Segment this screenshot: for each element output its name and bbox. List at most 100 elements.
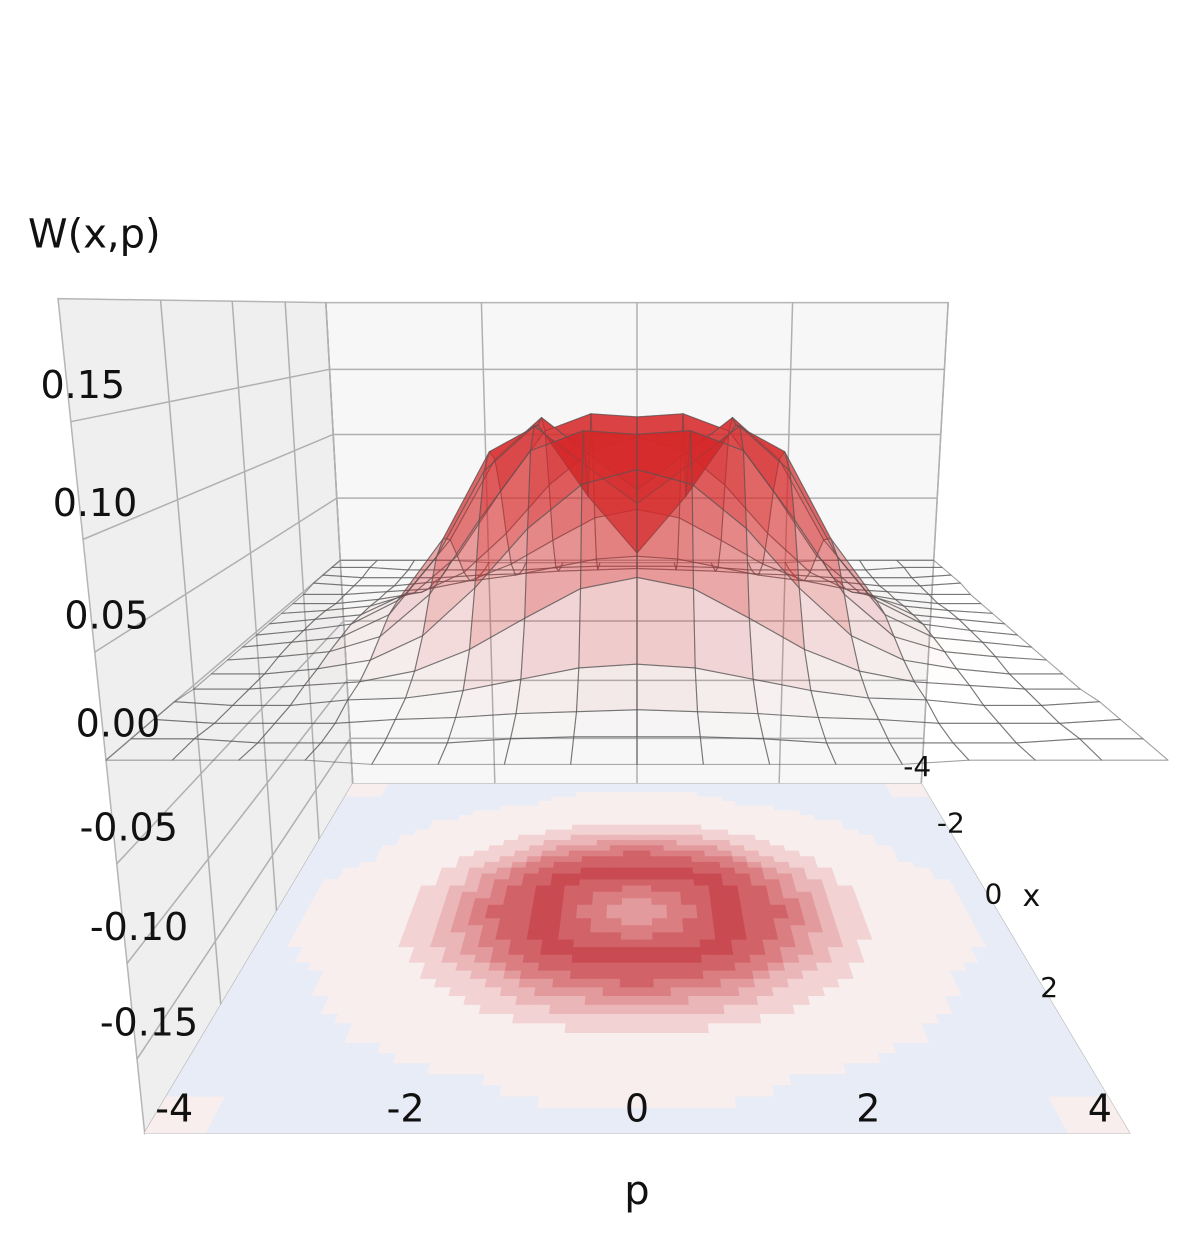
contour-cell (501, 1074, 523, 1086)
contour-cell (507, 879, 524, 887)
contour-cell (624, 787, 638, 793)
contour-cell (486, 1052, 508, 1065)
contour-cell (770, 796, 785, 802)
contour-cell (663, 839, 678, 846)
contour-cell (620, 939, 638, 948)
contour-cell (766, 962, 786, 972)
contour-cell (549, 801, 564, 807)
contour-cell (715, 1096, 737, 1109)
contour-cell (620, 932, 638, 941)
contour-cell (513, 1120, 537, 1134)
contour-cell (769, 792, 784, 798)
contour-cell (815, 962, 836, 972)
contour-cell (840, 891, 858, 899)
contour-cell (737, 814, 753, 821)
contour-cell (552, 787, 566, 793)
contour-cell (457, 783, 472, 789)
contour-cell (795, 839, 812, 846)
contour-cell (852, 885, 870, 893)
contour-cell (636, 861, 652, 869)
contour-cell (663, 845, 678, 852)
contour-cell (505, 829, 521, 836)
contour-cell (387, 829, 404, 836)
contour-cell (470, 814, 486, 821)
contour-cell (725, 819, 741, 826)
contour-cell (501, 978, 521, 988)
contour-cell (838, 932, 858, 941)
contour-cell (786, 1063, 809, 1075)
contour-cell (394, 814, 411, 821)
contour-cell (766, 829, 782, 836)
contour-cell (685, 962, 704, 972)
contour-cell (435, 1032, 458, 1044)
contour-cell (357, 1096, 383, 1109)
contour-cell (696, 792, 711, 798)
contour-cell (674, 819, 689, 826)
contour-cell (793, 834, 810, 841)
contour-cell (494, 1014, 515, 1024)
contour-cell (463, 801, 478, 807)
contour-cell (812, 850, 829, 857)
contour-cell (767, 834, 784, 841)
contour-cell (671, 1004, 691, 1015)
contour-cell (649, 829, 664, 836)
contour-cell (711, 1063, 733, 1075)
contour-cell (578, 1074, 600, 1086)
contour-cell (514, 792, 529, 798)
contour-cell (696, 904, 713, 912)
contour-cell (827, 1074, 851, 1086)
contour-cell (610, 834, 625, 841)
contour-cell (543, 834, 559, 841)
contour-cell (543, 839, 558, 846)
contour-cell (741, 911, 759, 919)
contour-cell (569, 978, 588, 988)
contour-cell (803, 787, 819, 793)
contour-cell (636, 885, 652, 893)
contour-cell (837, 845, 854, 852)
contour-cell (636, 970, 655, 980)
contour-cell (754, 834, 770, 841)
contour-cell (469, 819, 485, 826)
contour-cell (489, 839, 505, 846)
contour-cell (728, 925, 747, 933)
contour-cell (846, 1074, 870, 1086)
contour-cell (422, 839, 439, 846)
contour-cell (679, 885, 696, 893)
contour-cell (822, 805, 838, 811)
contour-cell (690, 850, 706, 857)
contour-cell (803, 978, 824, 988)
contour-cell (581, 856, 597, 863)
contour-cell (483, 861, 500, 869)
contour-cell (845, 801, 861, 807)
contour-cell (636, 1052, 657, 1065)
contour-cell (676, 1108, 698, 1121)
contour-cell (448, 805, 464, 811)
contour-cell (411, 1052, 434, 1065)
contour-cell (419, 787, 435, 793)
contour-cell (636, 932, 654, 941)
contour-cell (771, 911, 790, 919)
contour-cell (385, 1074, 409, 1086)
contour-cell (668, 939, 686, 948)
contour-cell (544, 918, 562, 926)
contour-cell (746, 796, 761, 802)
contour-cell (667, 918, 684, 926)
grid-line (325, 302, 354, 784)
contour-cell (611, 810, 625, 816)
contour-cell (548, 891, 565, 899)
contour-cell (623, 839, 638, 846)
contour-cell (841, 856, 859, 863)
contour-cell (411, 805, 427, 811)
contour-cell (636, 1004, 655, 1015)
contour-cell (721, 792, 735, 798)
p-axis-label: p (624, 1168, 649, 1214)
contour-cell (766, 1052, 788, 1065)
surface-patch (503, 736, 575, 765)
contour-cell (801, 1042, 823, 1054)
contour-cell (698, 932, 716, 941)
contour-cell (428, 996, 450, 1006)
contour-cell (751, 819, 767, 826)
grid-line (480, 302, 496, 784)
contour-cell (431, 1120, 456, 1134)
contour-cell (827, 1004, 849, 1015)
